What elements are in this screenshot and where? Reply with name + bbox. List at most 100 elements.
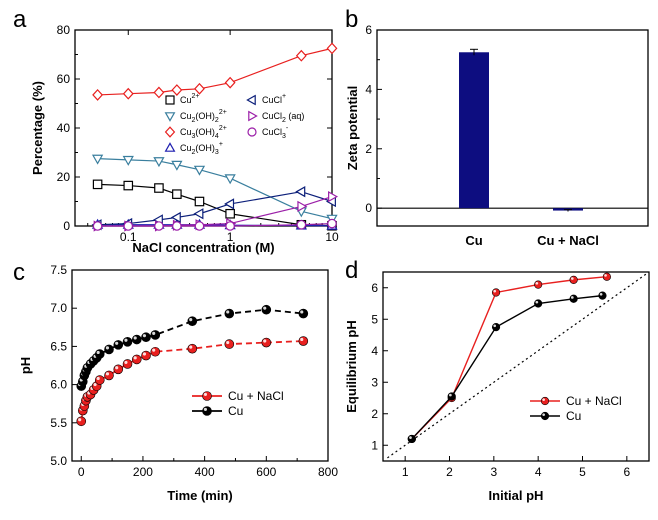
panel-c-ytick-label: 6.0 (50, 378, 67, 392)
panel-a-point-6-2 (154, 221, 164, 231)
panel-a-point-0-2 (154, 183, 164, 193)
panel-d-point-1-5-highlight (599, 292, 603, 296)
panel-d-ytick-label: 5 (371, 312, 378, 326)
panel-c-point-0-17-body (261, 337, 272, 348)
panel-a-point-5-7 (328, 190, 339, 203)
panel-c-point-1-15 (187, 316, 198, 326)
panel-d-point-0-5 (602, 272, 611, 281)
panel-a-legend-marker-4 (246, 94, 256, 106)
legend-sub: 2 (215, 117, 219, 124)
panel-c-point-1-16-highlight (226, 310, 230, 314)
panel-c-xtick-label: 400 (195, 465, 215, 479)
panel-a-point-1-3 (171, 160, 183, 171)
panel-a-point-4-6 (295, 186, 306, 198)
panel-b-category-label-1: Cu + NaCl (537, 233, 599, 248)
panel-a-point-2-0 (92, 88, 104, 101)
panel-c-point-0-12-body (131, 354, 142, 365)
panel-d-point-1-4-body (569, 294, 578, 303)
panel-c-legend-label-1: Cu (228, 404, 243, 418)
panel-a-point-4-3 (170, 211, 181, 224)
panel-d-legend-marker-0-body (540, 396, 550, 406)
panel-a-point-0-1 (123, 180, 134, 191)
panel-c-point-0-16-highlight (226, 340, 230, 345)
panel-c-point-1-11 (122, 337, 133, 347)
panel-c-letter: c (13, 259, 25, 286)
panel-c-point-1-16-body (224, 308, 235, 319)
panel-d-point-1-5-body (598, 291, 607, 300)
panel-d-ylabel: Equilibrium pH (344, 320, 359, 412)
panel-c-point-0-11-highlight (124, 360, 128, 364)
panel-d-reference-line (387, 271, 650, 459)
panel-d-letter: d (345, 257, 358, 284)
panel-a-legend-marker-1 (164, 112, 176, 122)
legend-sup: + (219, 141, 223, 148)
panel-d-point-0-5-body (602, 272, 611, 281)
panel-d-point-0-2-highlight (493, 289, 497, 293)
panel-b-frame (376, 29, 649, 227)
panel-c-point-1-18 (298, 308, 309, 319)
panel-d-xtick-label: 4 (535, 465, 542, 479)
panel-c-point-0-18-body (298, 336, 309, 346)
panel-c-point-0-18 (298, 336, 309, 346)
panel-d-point-1-0 (407, 434, 416, 444)
panel-d-legend-marker-1-body (540, 411, 550, 421)
panel-c-point-0-9-body (104, 370, 114, 381)
panel-c-point-0-9-highlight (105, 372, 110, 376)
panel-c-point-0-7-highlight (93, 382, 97, 387)
panel-a-legend-label-6: CuCl3- (262, 125, 289, 140)
panel-d-legend-label-1: Cu (566, 409, 581, 423)
panel-a-point-4-5 (224, 198, 235, 210)
panel-d-point-0-3-body (534, 280, 543, 289)
panel-a-point-6-1 (123, 221, 134, 231)
panel-c-point-1-14-body (150, 330, 161, 340)
panel-a-legend-label-2: Cu3(OH)42+ (180, 125, 227, 140)
panel-c-point-0-14 (150, 346, 161, 357)
legend-base: Cu (180, 111, 192, 121)
panel-c-point-0-8 (94, 375, 105, 385)
panel-c-point-0-13 (141, 350, 151, 361)
legend-sup: 2+ (192, 93, 200, 100)
panel-d-series-line-1 (411, 294, 603, 440)
panel-d-legend-marker-1 (540, 411, 550, 421)
panel-c-point-0-12-highlight (133, 356, 137, 360)
panel-b-ytick-label: 4 (365, 82, 372, 96)
panel-c-point-0-10-highlight (115, 366, 119, 370)
panel-c-chart: 5.0 5.5 6.0 6.5 7.0 7.5 0 200 400 600 800 Time (min… (18, 263, 338, 503)
panel-c-point-0-11-body (122, 359, 133, 369)
panel-a-legend-label-1: Cu2(OH)22+ (180, 109, 227, 124)
panel-c-point-1-11-highlight (124, 338, 128, 342)
panel-a-legend-marker-0 (165, 95, 175, 105)
panel-c-point-0-16-body (224, 339, 235, 349)
panel-c-point-1-8-body (94, 349, 105, 359)
panel-d-ytick-label: 6 (371, 281, 378, 295)
panel-a-point-6-5 (225, 221, 235, 231)
panel-c-point-1-12 (131, 334, 142, 345)
panel-c-point-1-13-body (141, 332, 151, 343)
panel-c-point-1-12-highlight (133, 336, 137, 340)
panel-d-xtick-label: 2 (446, 465, 453, 479)
panel-a-legend-label-0: Cu2+ (180, 93, 200, 105)
panel-d-point-1-1-body (447, 392, 456, 401)
legend-sub: 3 (282, 133, 286, 140)
panel-d-point-1-1 (447, 392, 456, 401)
panel-d-point-1-4-highlight (570, 296, 574, 299)
panel-d-point-1-3-highlight (535, 300, 539, 304)
panel-a-ytick-label: 0 (63, 219, 70, 233)
panel-c-point-1-18-body (298, 308, 309, 319)
legend-sub: 3 (215, 149, 219, 156)
panel-d-xlabel: Initial pH (489, 488, 544, 503)
panel-c-legend-marker-0 (202, 391, 212, 401)
panel-c-point-0-0-body (76, 416, 87, 427)
legend-base: Cu (180, 127, 192, 137)
panel-a-point-4-4 (193, 208, 204, 220)
panel-d-point-1-2 (491, 323, 501, 332)
panel-a-point-0-5 (225, 208, 235, 219)
panel-a-series-line-6 (97, 222, 333, 227)
panel-a-point-1-0 (91, 154, 104, 165)
panel-c-point-0-8-body (94, 375, 105, 385)
panel-c-point-1-9-highlight (105, 346, 110, 350)
panel-c-point-1-17-highlight (263, 306, 267, 310)
legend-sup: - (286, 125, 289, 132)
panel-a-point-1-4 (193, 165, 206, 176)
panel-d-point-1-0-highlight (409, 436, 412, 439)
